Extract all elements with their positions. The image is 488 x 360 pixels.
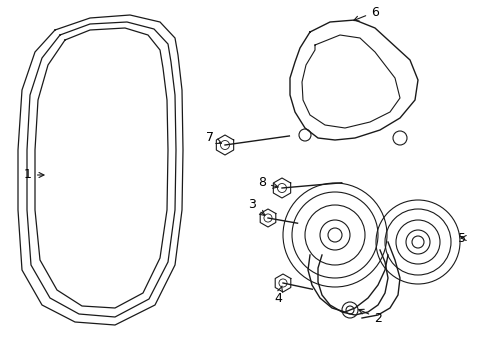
Text: 6: 6 [353,5,378,21]
Text: 1: 1 [24,168,44,181]
Text: 7: 7 [205,131,221,144]
Text: 3: 3 [247,198,264,216]
Text: 4: 4 [273,286,282,305]
Text: 5: 5 [457,231,465,244]
Text: 2: 2 [358,309,381,324]
Text: 8: 8 [258,176,278,189]
